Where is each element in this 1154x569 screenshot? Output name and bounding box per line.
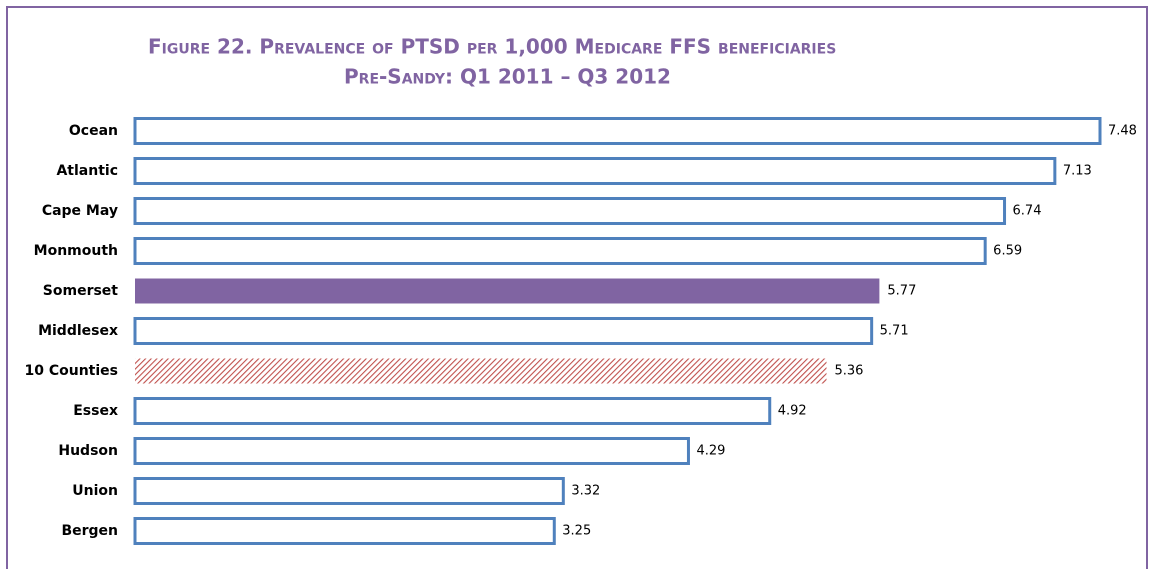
y-tick-label: Ocean	[69, 123, 118, 139]
bar	[133, 157, 1057, 185]
bar	[135, 278, 880, 304]
value-label: 3.32	[571, 484, 600, 499]
value-label: 5.36	[834, 364, 863, 379]
bar	[133, 197, 1007, 225]
chart-title: Figure 22. Prevalence of PTSD per 1,000 …	[148, 35, 836, 59]
bar	[133, 517, 556, 545]
bar	[133, 117, 1102, 145]
y-tick-label: Essex	[73, 403, 118, 419]
bar	[133, 477, 565, 505]
bar	[133, 237, 987, 265]
value-label: 7.48	[1108, 124, 1137, 139]
y-tick-label: Atlantic	[56, 163, 118, 179]
value-label: 6.59	[993, 244, 1022, 259]
bar	[133, 437, 690, 465]
y-tick-label: Bergen	[61, 523, 118, 539]
value-label: 4.92	[778, 404, 807, 419]
frame	[6, 6, 1148, 569]
value-label: 7.13	[1063, 164, 1092, 179]
bar	[133, 397, 772, 425]
y-tick-label: 10 Counties	[24, 363, 118, 379]
y-tick-label: Cape May	[42, 203, 118, 219]
bar	[133, 317, 874, 345]
y-tick-label: Monmouth	[34, 243, 118, 259]
value-label: 5.77	[887, 284, 916, 299]
chart-subtitle: Pre-Sandy: Q1 2011 – Q3 2012	[344, 65, 671, 89]
value-label: 4.29	[696, 444, 725, 459]
value-label: 5.71	[880, 324, 909, 339]
value-label: 6.74	[1013, 204, 1042, 219]
value-label: 3.25	[562, 524, 591, 539]
bar	[135, 358, 827, 384]
y-tick-label: Hudson	[58, 443, 118, 459]
y-tick-label: Union	[72, 483, 118, 499]
y-tick-label: Middlesex	[38, 323, 118, 339]
y-tick-label: Somerset	[43, 283, 119, 299]
